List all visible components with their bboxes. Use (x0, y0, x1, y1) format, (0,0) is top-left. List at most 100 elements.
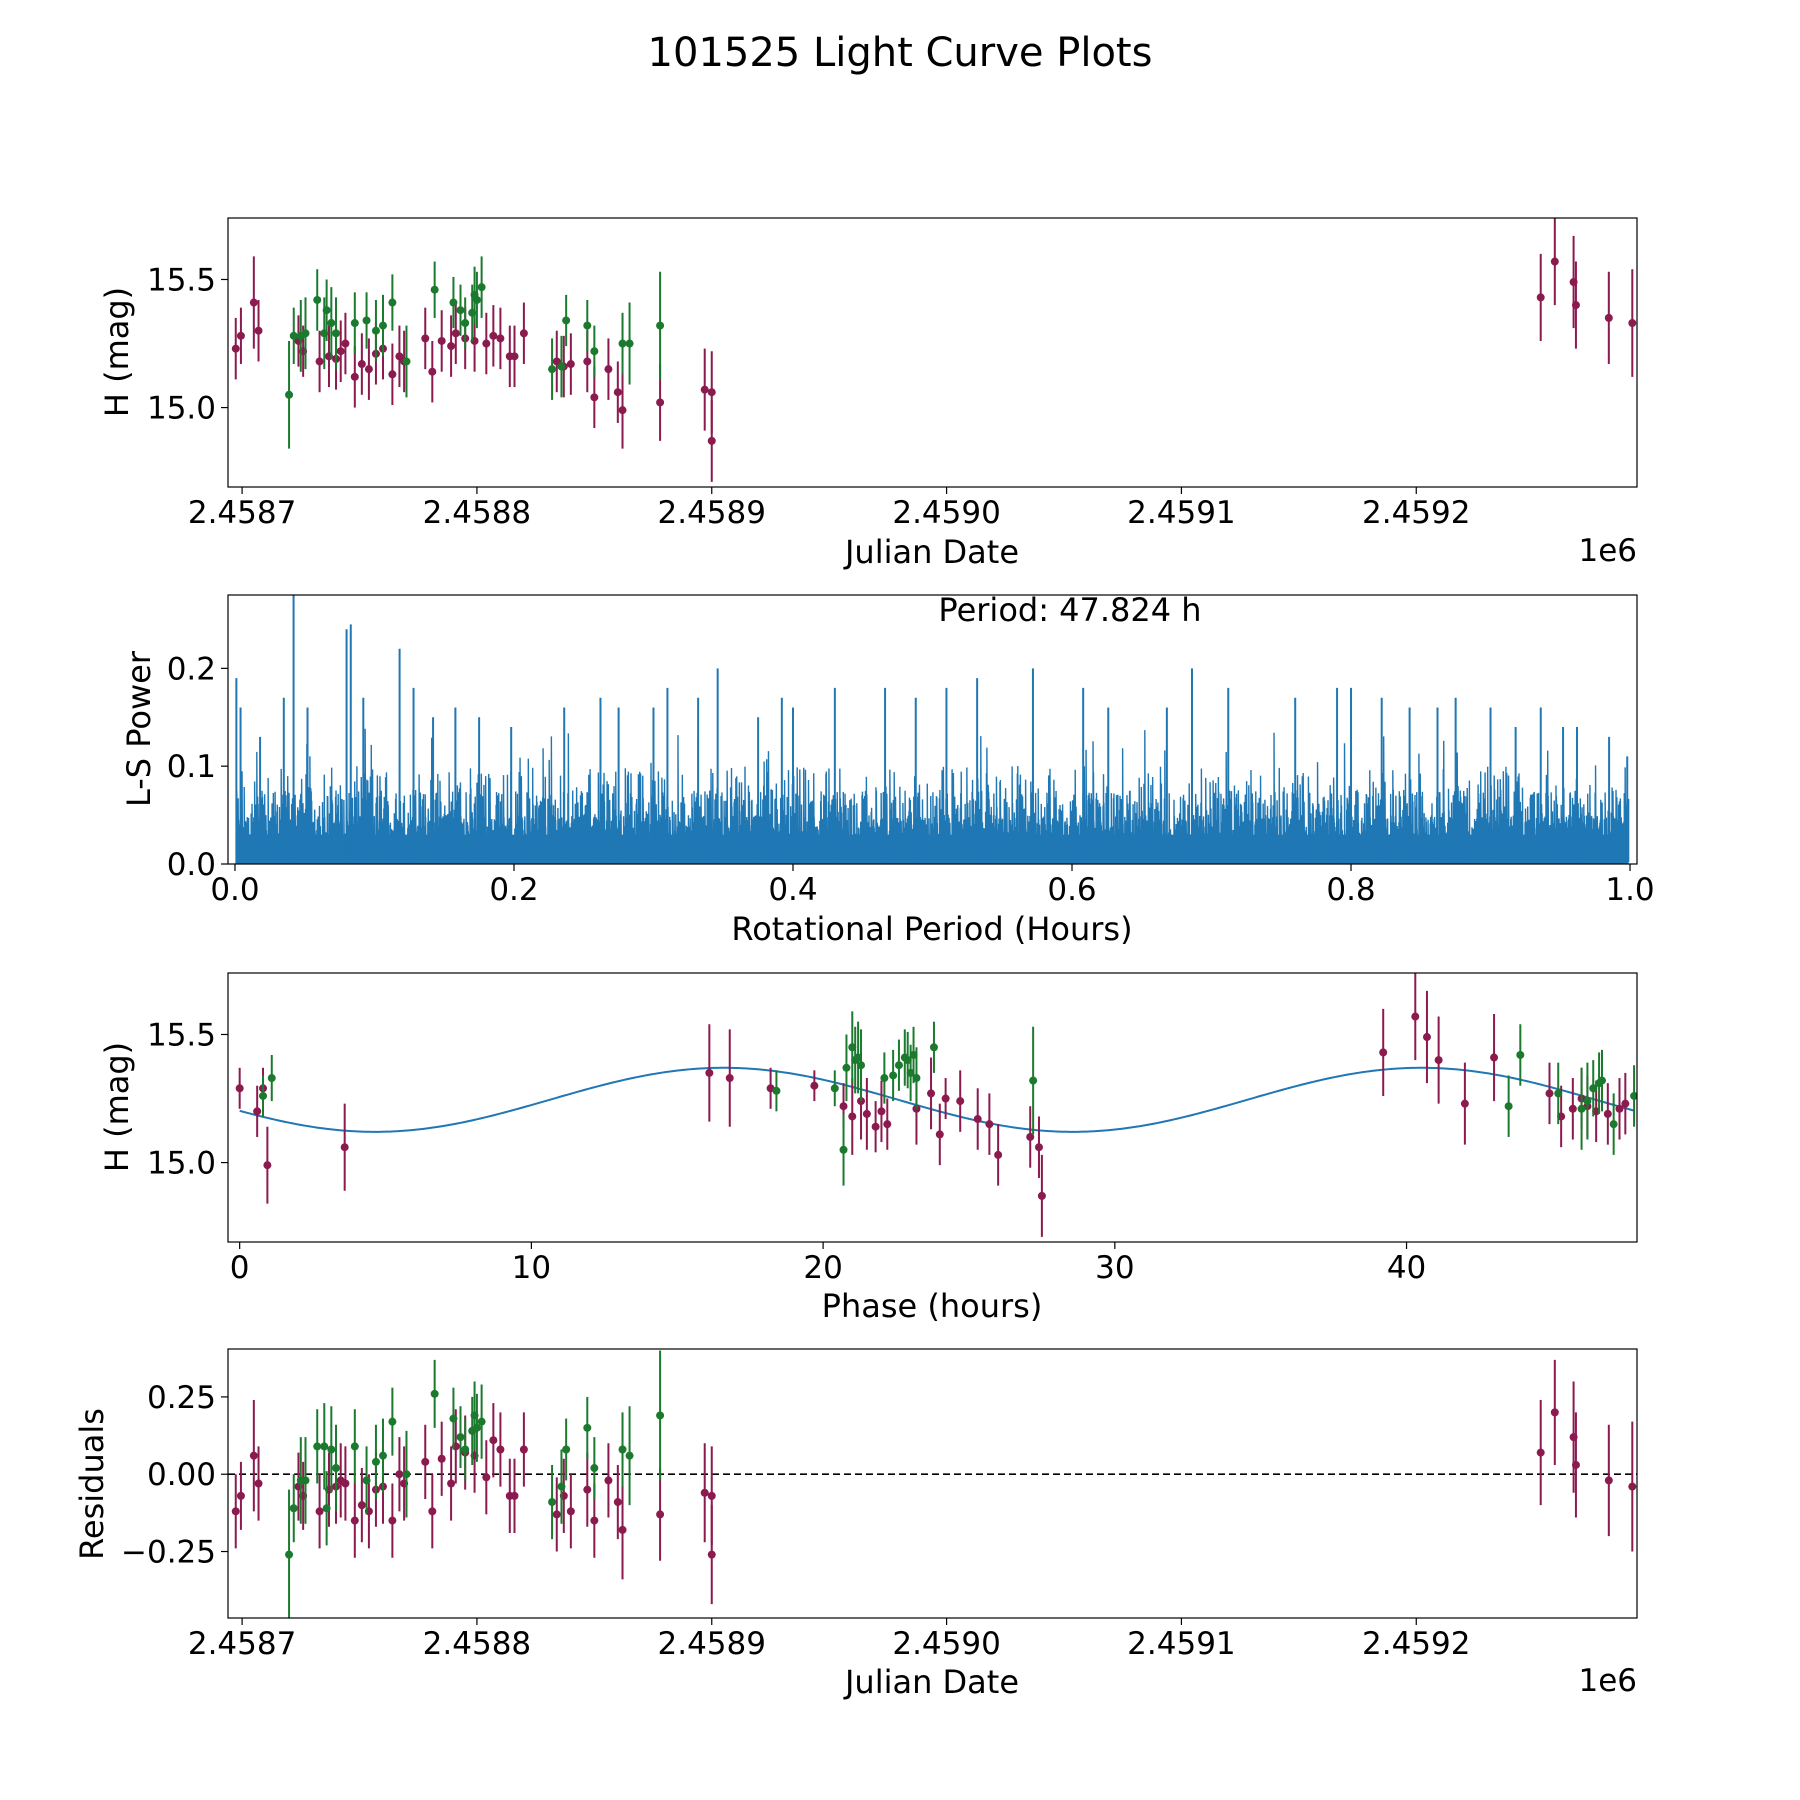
lightcurve-y-ticks: 15.0 15.5 (147, 262, 228, 427)
data-point (1550, 1408, 1559, 1417)
data-point (402, 1470, 411, 1479)
data-point (656, 1510, 665, 1519)
x-tick-label: 0.6 (1047, 872, 1096, 908)
phased-y-ticks: 15.0 15.5 (147, 1017, 228, 1182)
data-point (548, 1498, 557, 1507)
data-point (350, 1442, 359, 1451)
data-point (1037, 1191, 1046, 1200)
data-point (552, 1510, 561, 1519)
data-point (350, 1516, 359, 1525)
periodogram-frame (227, 594, 1638, 865)
data-point (249, 1451, 258, 1460)
data-point (430, 285, 439, 294)
data-point (618, 406, 627, 415)
data-point (877, 1107, 886, 1116)
data-point (707, 388, 716, 397)
data-point (613, 1498, 622, 1507)
data-point (848, 1112, 857, 1121)
data-point (1589, 1084, 1598, 1093)
data-point (583, 357, 592, 366)
data-point (371, 1457, 380, 1466)
residuals-y-label: Residuals (73, 1408, 111, 1560)
data-point (357, 360, 366, 369)
data-point (449, 1414, 458, 1423)
x-tick-label: 2.4590 (892, 1626, 1000, 1662)
data-point (618, 339, 627, 348)
data-point (231, 344, 240, 353)
data-point (842, 1063, 851, 1072)
data-point (656, 1411, 665, 1420)
y-tick-label: 0.1 (167, 749, 216, 785)
figure-title: 101525 Light Curve Plots (648, 30, 1153, 76)
data-point (357, 1501, 366, 1510)
x-tick-label: 30 (1095, 1250, 1134, 1286)
data-point (267, 1074, 276, 1083)
lightcurve-y-label: H (mag) (98, 287, 136, 417)
data-point (313, 295, 322, 304)
x-tick-label: 2.4590 (892, 495, 1000, 531)
data-point (1571, 1460, 1580, 1469)
data-point (557, 362, 566, 371)
data-point (519, 1445, 528, 1454)
data-point (519, 329, 528, 338)
data-point (583, 1485, 592, 1494)
data-point (322, 1504, 331, 1513)
data-point (1577, 1104, 1586, 1113)
data-point (1583, 1097, 1592, 1106)
data-point (437, 1454, 446, 1463)
data-point (388, 370, 397, 379)
data-point (428, 1507, 437, 1516)
data-point (477, 1417, 486, 1426)
data-point (590, 347, 599, 356)
data-point (289, 331, 298, 340)
data-point (456, 1433, 465, 1442)
data-point (1615, 1104, 1624, 1113)
data-point (263, 1161, 272, 1170)
data-point (889, 1071, 898, 1080)
residuals-x-offset: 1e6 (1578, 1663, 1637, 1699)
x-tick-label: 0 (230, 1250, 250, 1286)
data-point (421, 334, 430, 343)
data-point (285, 1550, 294, 1559)
data-point (371, 326, 380, 335)
data-point (451, 329, 460, 338)
data-point (973, 1115, 982, 1124)
data-point (477, 283, 486, 292)
data-point (548, 365, 557, 374)
x-tick-label: 2.4589 (658, 1626, 766, 1662)
data-point (707, 1491, 716, 1500)
data-point (656, 398, 665, 407)
data-point (362, 316, 371, 325)
data-point (350, 319, 359, 328)
data-point (259, 1091, 268, 1100)
data-point (1554, 1089, 1563, 1098)
data-point (1597, 1076, 1606, 1085)
panel-periodogram: 0.0 0.2 0.4 0.6 0.8 1.0 0.0 0.1 0.2 Period: 47.… (120, 591, 1655, 948)
data-point (871, 1122, 880, 1131)
panel-residuals: 2.4587 2.4588 2.4589 2.4590 2.4591 2.4592 0.2… (73, 1348, 1638, 1701)
data-point (552, 357, 561, 366)
data-point (1504, 1102, 1513, 1111)
data-point (437, 336, 446, 345)
data-point (482, 1473, 491, 1482)
data-point (289, 1504, 298, 1513)
data-point (254, 326, 263, 335)
data-point (618, 1445, 627, 1454)
data-point (894, 1061, 903, 1070)
data-point (1490, 1053, 1499, 1062)
data-point (1434, 1056, 1443, 1065)
data-point (857, 1061, 866, 1070)
data-point (1568, 1104, 1577, 1113)
lightcurve-x-label: Julian Date (843, 533, 1019, 571)
x-tick-label: 2.4591 (1127, 495, 1235, 531)
data-point (496, 1445, 505, 1454)
y-tick-label: 15.0 (147, 391, 216, 427)
data-point (830, 1084, 839, 1093)
data-point (489, 1436, 498, 1445)
data-point (447, 1479, 456, 1488)
data-point (236, 1491, 245, 1500)
data-point (562, 316, 571, 325)
data-point (364, 365, 373, 374)
data-point (810, 1081, 819, 1090)
